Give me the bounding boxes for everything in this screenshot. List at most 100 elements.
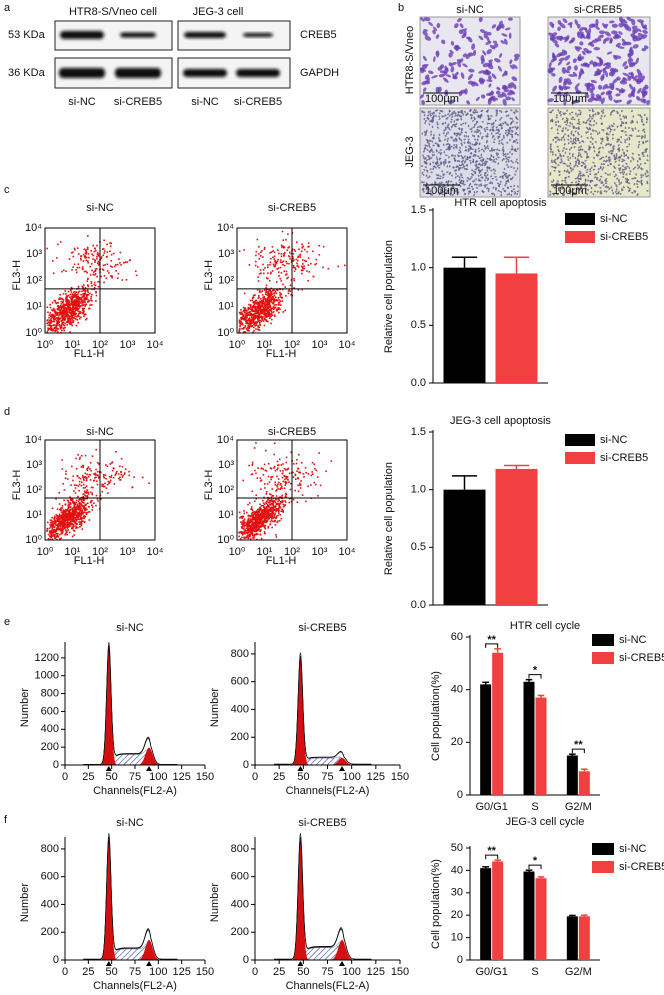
dot (57, 522, 60, 525)
cell (508, 139, 512, 141)
dot (274, 265, 276, 268)
cell (602, 162, 606, 165)
dot (96, 483, 99, 486)
dot (268, 298, 271, 301)
cell (625, 122, 628, 124)
cell (466, 163, 469, 167)
cell (645, 175, 648, 178)
dot (292, 471, 294, 474)
dot (102, 483, 104, 486)
cell (584, 159, 587, 162)
dot (94, 273, 97, 275)
cell (422, 30, 428, 37)
dot (60, 298, 63, 300)
cell (494, 176, 497, 178)
dot (250, 308, 253, 311)
cell (502, 171, 505, 174)
cell (632, 44, 639, 49)
cell (620, 18, 626, 23)
dot (306, 270, 308, 272)
dot (85, 485, 88, 487)
dot (56, 312, 58, 315)
dot (261, 312, 263, 315)
dot (134, 270, 137, 273)
dot (271, 520, 274, 523)
dot (65, 311, 68, 314)
dot (78, 312, 80, 315)
dot (64, 523, 67, 526)
dot (51, 313, 54, 316)
dot (274, 296, 277, 299)
dot (255, 250, 258, 253)
dot (82, 495, 85, 498)
cell (468, 187, 471, 190)
dot (64, 503, 67, 505)
cell (627, 182, 631, 185)
cell (446, 165, 449, 168)
dot (272, 296, 274, 298)
cell (622, 72, 630, 77)
cell (509, 64, 515, 70)
dot (73, 510, 75, 512)
dot (275, 262, 277, 264)
dot (81, 266, 84, 268)
cell (458, 176, 461, 179)
dot (240, 316, 242, 319)
cell (619, 118, 622, 120)
cell (623, 168, 626, 171)
dot (277, 267, 280, 269)
dot (238, 311, 241, 314)
cell (560, 51, 568, 56)
dot (275, 288, 278, 291)
cell (455, 165, 458, 169)
cell (577, 149, 580, 152)
cell (488, 75, 492, 80)
dot (287, 290, 290, 292)
dot (77, 308, 80, 310)
dot (242, 520, 244, 522)
cell (593, 190, 597, 193)
dot (284, 274, 287, 276)
dot (84, 515, 87, 518)
flow-x-tick: 10² (284, 339, 300, 351)
dot (48, 316, 50, 319)
dot (319, 484, 322, 487)
dot (80, 520, 83, 522)
cell (453, 45, 459, 50)
dot (251, 322, 254, 324)
cell (478, 142, 481, 146)
dot (253, 447, 256, 449)
cell (476, 128, 479, 131)
scale-bar-label: 100μm (553, 185, 587, 197)
dot (274, 290, 277, 293)
dot (54, 523, 57, 525)
cell (561, 149, 564, 152)
dot (248, 327, 251, 329)
dot (79, 302, 81, 305)
cell (617, 148, 621, 151)
dot (89, 274, 92, 276)
cell (477, 114, 480, 117)
cell (460, 154, 463, 157)
dot (303, 248, 306, 251)
dot (67, 524, 69, 526)
cell (432, 154, 436, 156)
dot (264, 315, 267, 318)
cell (453, 120, 456, 123)
dot (51, 316, 54, 319)
dot (80, 301, 82, 304)
cell (646, 189, 649, 192)
dot (96, 252, 99, 254)
dot (263, 301, 266, 304)
dot (243, 331, 245, 333)
dot (72, 517, 74, 520)
dot (78, 521, 80, 523)
cell (429, 168, 432, 171)
dot (318, 244, 321, 247)
dot (283, 264, 286, 267)
dot (280, 259, 282, 261)
dot (279, 261, 282, 264)
dot (75, 291, 78, 293)
cell (498, 20, 503, 27)
cell (437, 66, 443, 71)
